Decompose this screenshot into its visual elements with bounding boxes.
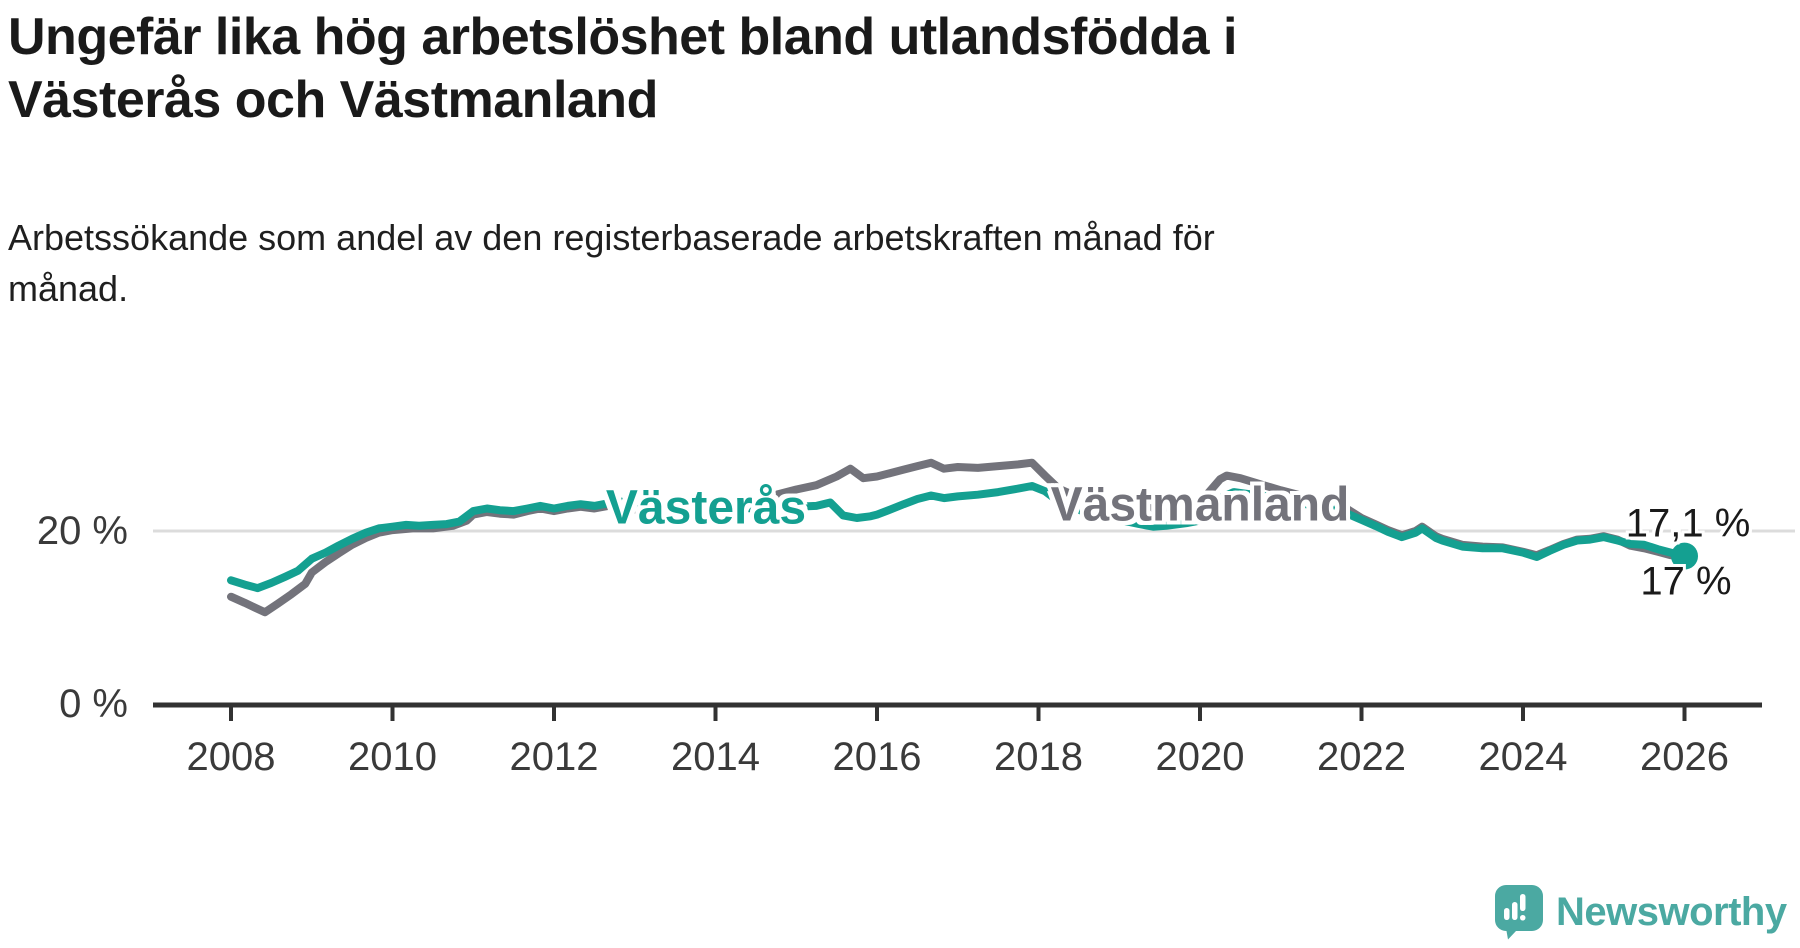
title-line-1: Ungefär lika hög arbetslöshet bland utla… (8, 8, 1237, 66)
series-label-vasteras: Västerås (605, 481, 807, 535)
newsworthy-logo-text: Newsworthy (1556, 889, 1787, 934)
x-axis-tick-label: 2026 (1640, 735, 1729, 779)
x-axis-tick-label: 2010 (348, 735, 437, 779)
newsworthy-logo-icon (1495, 885, 1543, 940)
x-axis-tick-label: 2018 (994, 735, 1083, 779)
newsworthy-logo: Newsworthy (1494, 884, 1787, 940)
series-label-vastmanland: Västmanland (1050, 478, 1350, 532)
x-axis (153, 702, 1762, 721)
end-value-label-vastmanland: 17 % (1640, 559, 1732, 604)
page-title: Ungefär lika hög arbetslöshet bland utla… (8, 6, 1508, 133)
x-axis-tick-label: 2008 (186, 735, 276, 779)
subtitle-line-2: månad. (8, 268, 129, 310)
chart-subtitle: Arbetssökande som andel av den registerb… (8, 212, 1468, 314)
chart-series-lines (227, 458, 1698, 617)
x-axis-tick-label: 2022 (1317, 735, 1406, 779)
x-axis-tick-label: 2012 (509, 735, 599, 779)
title-line-2: Västerås och Västmanland (8, 71, 658, 130)
y-axis-tick-label-0: 0 % (59, 682, 128, 726)
x-axis-tick-label: 2020 (1155, 735, 1245, 779)
subtitle-line-1: Arbetssökande som andel av den registerb… (8, 217, 1215, 258)
end-value-label-vasteras: 17,1 % (1625, 501, 1751, 546)
x-axis-tick-label: 2024 (1478, 735, 1568, 779)
y-axis-tick-label-20: 20 % (36, 509, 128, 553)
x-axis-tick-label: 2016 (832, 735, 922, 779)
x-axis-tick-label: 2014 (671, 735, 760, 779)
